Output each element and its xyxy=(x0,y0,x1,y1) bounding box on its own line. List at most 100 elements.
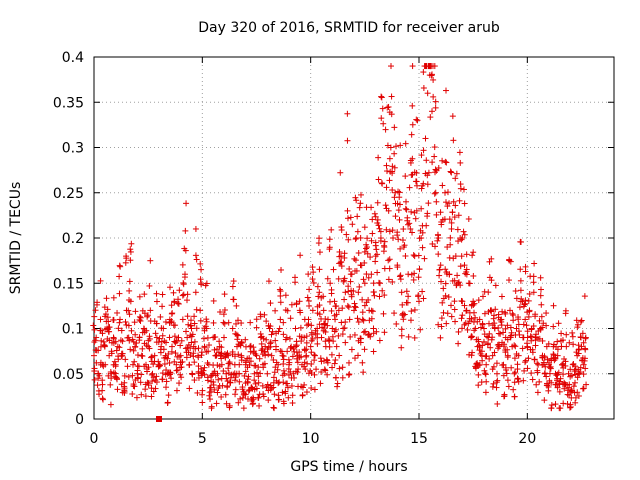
data-point xyxy=(251,377,258,384)
data-point xyxy=(438,278,445,285)
data-point xyxy=(437,334,444,341)
data-point xyxy=(336,352,343,359)
data-point xyxy=(509,310,516,317)
data-point xyxy=(311,386,318,393)
data-point xyxy=(364,250,371,257)
data-point xyxy=(139,353,146,360)
data-point xyxy=(236,378,243,385)
data-point xyxy=(312,352,318,359)
y-tick-label: 0.25 xyxy=(53,186,84,202)
data-point xyxy=(340,325,347,332)
data-point xyxy=(92,337,99,344)
data-point xyxy=(271,391,278,398)
data-point xyxy=(468,333,475,340)
x-tick-label: 5 xyxy=(198,431,207,447)
data-point xyxy=(541,353,548,360)
data-point xyxy=(308,349,315,356)
data-point xyxy=(530,279,537,286)
data-point xyxy=(361,280,368,287)
data-point xyxy=(127,257,134,264)
data-point xyxy=(265,351,272,358)
data-point xyxy=(521,301,528,308)
data-point xyxy=(179,261,186,268)
data-point xyxy=(303,333,310,340)
data-point xyxy=(359,316,366,323)
data-point xyxy=(483,378,490,385)
data-point xyxy=(205,348,212,355)
data-point xyxy=(159,291,166,298)
data-point xyxy=(555,369,562,376)
data-point xyxy=(114,376,121,383)
data-point xyxy=(278,348,285,355)
data-point xyxy=(377,235,384,242)
y-tick-label: 0.1 xyxy=(62,322,84,338)
data-point xyxy=(317,355,324,362)
data-point xyxy=(541,397,548,404)
data-point xyxy=(350,288,357,295)
data-point xyxy=(518,295,525,302)
data-point xyxy=(382,202,389,209)
data-point xyxy=(126,287,133,294)
data-point xyxy=(516,304,523,311)
data-point xyxy=(554,352,561,359)
data-point xyxy=(324,275,331,282)
data-point xyxy=(530,323,537,330)
data-point xyxy=(165,392,172,399)
data-point xyxy=(122,259,129,266)
data-point xyxy=(195,354,202,361)
data-point xyxy=(427,114,434,121)
data-point xyxy=(326,236,333,243)
data-point xyxy=(458,297,465,304)
data-point xyxy=(345,236,352,243)
data-point xyxy=(493,360,500,367)
data-point xyxy=(322,367,329,374)
data-point xyxy=(501,309,508,316)
data-point xyxy=(306,302,313,309)
data-point xyxy=(91,352,97,359)
data-point xyxy=(529,376,536,383)
data-point xyxy=(102,311,109,318)
data-point xyxy=(560,371,567,378)
data-point xyxy=(465,216,472,223)
data-point xyxy=(367,333,374,340)
data-point xyxy=(191,320,198,327)
y-tick-label: 0.3 xyxy=(62,141,84,157)
data-point xyxy=(130,347,137,354)
data-point xyxy=(251,348,258,355)
data-point xyxy=(451,306,458,313)
data-point xyxy=(267,300,274,307)
data-point xyxy=(294,369,301,376)
data-point xyxy=(454,226,461,233)
data-point xyxy=(125,322,132,329)
data-point xyxy=(450,137,457,144)
data-point xyxy=(199,399,206,406)
data-point xyxy=(335,275,342,282)
data-point xyxy=(139,345,146,352)
data-point xyxy=(459,312,466,319)
data-point xyxy=(494,377,501,384)
data-point xyxy=(551,357,558,364)
data-point xyxy=(280,379,287,386)
data-point xyxy=(371,292,378,299)
data-point xyxy=(352,236,359,243)
y-tick-label: 0.15 xyxy=(53,276,84,292)
data-point xyxy=(432,166,439,173)
data-point xyxy=(152,385,159,392)
data-point xyxy=(258,340,265,347)
data-point xyxy=(162,318,169,325)
data-point xyxy=(247,348,254,355)
data-point xyxy=(166,359,173,366)
data-point xyxy=(477,324,484,331)
data-point xyxy=(346,265,353,272)
data-point xyxy=(261,348,268,355)
data-point xyxy=(246,361,253,368)
data-point xyxy=(190,350,197,357)
data-point xyxy=(472,325,479,332)
data-point xyxy=(580,339,587,346)
data-point xyxy=(429,159,436,166)
data-point xyxy=(318,334,325,341)
data-point xyxy=(225,365,232,372)
data-point xyxy=(134,367,141,374)
data-point xyxy=(282,292,289,299)
data-point xyxy=(437,209,444,216)
